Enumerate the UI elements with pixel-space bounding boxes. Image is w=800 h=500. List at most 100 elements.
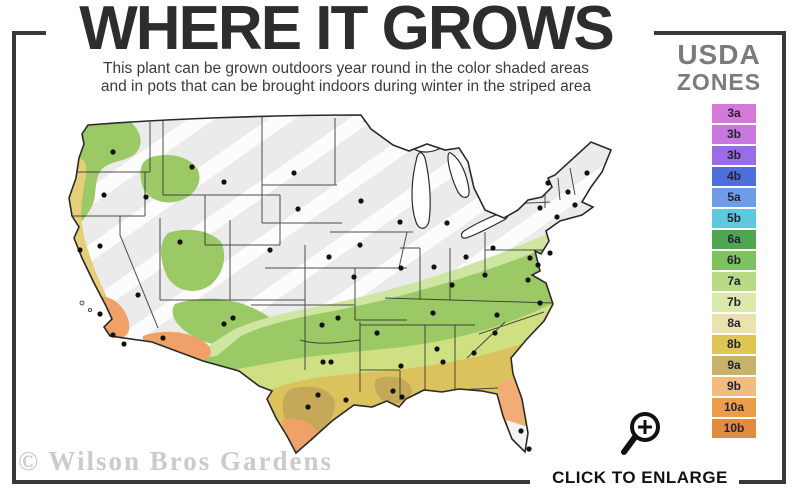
city-dot [221, 179, 227, 185]
city-dot [328, 359, 334, 365]
city-dot [295, 206, 301, 212]
city-dot [189, 164, 195, 170]
city-dot [358, 198, 364, 204]
city-dot [110, 332, 116, 338]
city-dot [374, 330, 380, 336]
city-dot [490, 245, 496, 251]
city-dot [547, 250, 553, 256]
legend-zone-chip: 7a [712, 272, 756, 291]
city-dot [440, 359, 446, 365]
city-dot [121, 341, 127, 347]
city-dot [320, 359, 326, 365]
city-dot [397, 219, 403, 225]
zone-label: 5b [726, 211, 741, 225]
us-zone-map[interactable] [55, 100, 675, 470]
watermark: © Wilson Bros Gardens [18, 446, 333, 476]
city-dot [221, 321, 227, 327]
city-dot [398, 363, 404, 369]
page-title: WHERE IT GROWS [79, 0, 614, 63]
legend-zone-chip: 5a [712, 188, 756, 207]
city-dot [357, 242, 363, 248]
city-dot [535, 262, 541, 268]
city-dot [110, 149, 116, 155]
zone-label: 10b [723, 421, 745, 435]
subtitle-line-2: and in pots that can be brought indoors … [100, 78, 592, 95]
city-dot [291, 170, 297, 176]
magnifier-plus-icon[interactable] [618, 404, 664, 466]
legend-zone-chip: 6a [712, 230, 756, 249]
city-dot [305, 404, 311, 410]
city-dot [430, 310, 436, 316]
usda-zones-legend: USDA ZONES [654, 39, 784, 95]
zone-label: 3b [726, 127, 741, 141]
city-dot [399, 394, 405, 400]
city-dot [434, 346, 440, 352]
city-dot [143, 194, 149, 200]
city-dot [101, 192, 107, 198]
city-dot [326, 254, 332, 260]
city-dot [471, 350, 477, 356]
city-dot [526, 446, 532, 452]
zone-label: 8a [727, 316, 741, 330]
legend-zones: 3a 3b 3b 4b 5a 5b 6a 6b 7a 7b 8a 8b 9a 9b 10a 10b [712, 104, 756, 440]
city-dot [135, 292, 141, 298]
island-dot [88, 307, 93, 312]
zone-label: 3a [727, 106, 741, 120]
subtitle-line-1: This plant can be grown outdoors year ro… [103, 60, 589, 77]
zone-label: 3b [726, 148, 741, 162]
legend-zone-chip: 3a [712, 104, 756, 123]
frame-cover-bottom [530, 466, 739, 492]
city-dot [160, 335, 166, 341]
city-dot [565, 189, 571, 195]
city-dot [267, 247, 273, 253]
lake-huron [447, 152, 470, 198]
city-dots [77, 149, 590, 452]
city-dot [518, 428, 524, 434]
legend-zone-chip: 3b [712, 125, 756, 144]
city-dot [77, 247, 83, 253]
legend-title-usda: USDA [677, 39, 761, 70]
city-dot [230, 315, 236, 321]
legend-zone-chip: 3b [712, 146, 756, 165]
legend-zone-chip: 8a [712, 314, 756, 333]
city-dot [97, 311, 103, 317]
city-dot [335, 315, 341, 321]
us-map-svg [68, 114, 612, 454]
lake-michigan [411, 152, 431, 229]
city-dot [545, 180, 551, 186]
legend-zone-chip: 6b [712, 251, 756, 270]
city-dot [449, 282, 455, 288]
city-dot [537, 205, 543, 211]
zone-pnw-green [69, 119, 141, 228]
city-dot [431, 264, 437, 270]
legend-zone-chip: 8b [712, 335, 756, 354]
city-dot [494, 312, 500, 318]
city-dot [525, 277, 531, 283]
city-dot [584, 170, 590, 176]
zone-label: 7b [726, 295, 741, 309]
zone-label: 6b [726, 253, 741, 267]
frame-cover-top [46, 18, 654, 40]
legend-title-zones: ZONES [676, 69, 762, 95]
zone-label: 10a [723, 400, 745, 414]
city-dot [390, 388, 396, 394]
city-dot [463, 254, 469, 260]
city-dot [444, 220, 450, 226]
city-dot [398, 265, 404, 271]
legend-zone-chip: 10b [712, 419, 756, 438]
legend-zone-chip: 9b [712, 377, 756, 396]
city-dot [319, 322, 325, 328]
city-dot [572, 202, 578, 208]
state-borders [73, 116, 576, 400]
city-dot [482, 272, 488, 278]
city-dot [343, 397, 349, 403]
city-dot [554, 214, 560, 220]
city-dot [537, 300, 543, 306]
city-dot [527, 255, 533, 261]
zone-label: 8b [726, 337, 741, 351]
enlarge-label: CLICK TO ENLARGE [552, 468, 728, 487]
click-to-enlarge-button[interactable]: CLICK TO ENLARGE [540, 404, 740, 490]
legend-zone-chip: 9a [712, 356, 756, 375]
zone-label: 7a [727, 274, 741, 288]
zone-idaho-green [140, 155, 200, 203]
